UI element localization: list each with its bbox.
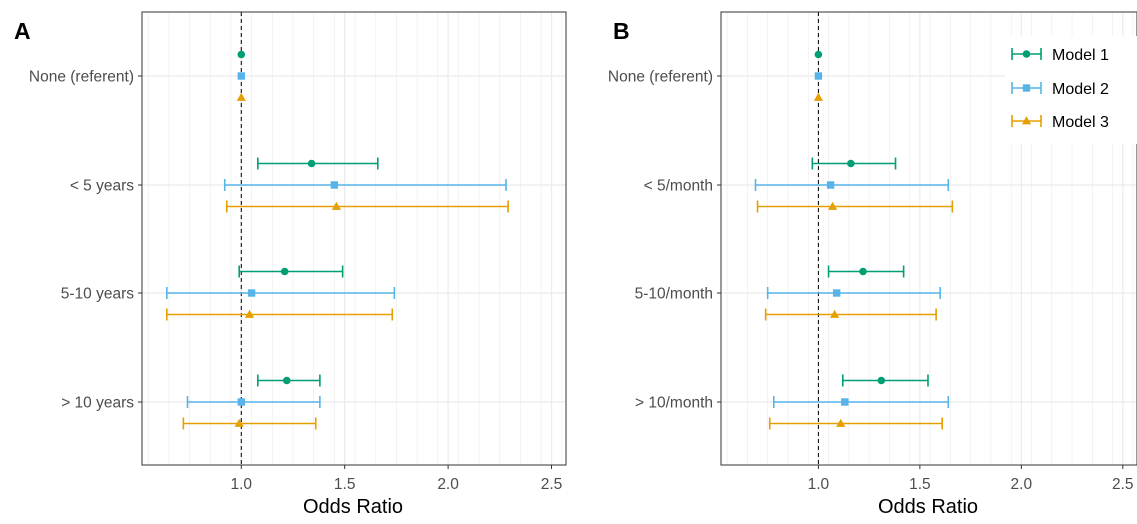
point-estimate xyxy=(814,50,823,59)
plot-area xyxy=(142,12,566,465)
point-estimate xyxy=(237,398,245,406)
point-estimate xyxy=(236,92,246,101)
panel-b: None (referent) < 5/month 5-10/month > 10/m… xyxy=(608,11,1137,518)
series-model-1 xyxy=(811,50,929,387)
point-estimate xyxy=(307,159,316,168)
y-tick-label: None (referent) xyxy=(29,69,134,86)
x-tick-label: 1.5 xyxy=(334,476,356,493)
legend-label: Model 1 xyxy=(1052,47,1109,64)
point-estimate xyxy=(237,50,246,59)
panel-a: None (referent) < 5 years 5-10 years > 10 y… xyxy=(14,11,567,518)
x-tick-label: 2.0 xyxy=(437,476,459,493)
x-tick-label: 2.5 xyxy=(541,476,563,493)
point-estimate xyxy=(828,201,838,210)
x-tick-label: 2.5 xyxy=(1112,476,1134,493)
legend-key-marker xyxy=(1021,116,1032,125)
panel-label: B xyxy=(613,18,630,44)
legend-label: Model 3 xyxy=(1052,114,1109,131)
point-estimate xyxy=(826,181,835,189)
series-model-3 xyxy=(166,92,509,430)
point-estimate xyxy=(280,267,289,276)
x-tick-label: 1.5 xyxy=(909,476,931,493)
series-model-2 xyxy=(166,72,507,408)
point-estimate xyxy=(814,72,823,80)
panel-border xyxy=(720,11,1137,466)
y-tick-label: 5-10/month xyxy=(635,286,713,303)
point-estimate xyxy=(247,289,256,297)
x-tick-label: 2.0 xyxy=(1011,476,1033,493)
legend-item-model-2: Model 2 xyxy=(1011,81,1109,98)
point-estimate xyxy=(237,72,245,80)
panel-label: A xyxy=(14,18,31,44)
x-tick-label: 1.0 xyxy=(230,476,252,493)
point-estimate xyxy=(841,398,849,406)
y-tick-label: 5-10 years xyxy=(61,286,134,303)
point-estimate xyxy=(830,309,840,318)
legend-label: Model 2 xyxy=(1052,81,1109,98)
point-estimate xyxy=(859,267,867,276)
point-estimate xyxy=(832,289,841,297)
series-model-2 xyxy=(754,72,950,408)
point-estimate xyxy=(234,418,244,427)
point-estimate xyxy=(847,159,855,168)
point-estimate xyxy=(877,376,886,385)
y-tick-label: < 5 years xyxy=(70,178,134,195)
legend-item-model-1: Model 1 xyxy=(1011,47,1109,64)
point-estimate xyxy=(244,309,255,318)
series-model-3 xyxy=(756,92,954,430)
point-estimate xyxy=(330,181,339,189)
x-axis-title: Odds Ratio xyxy=(303,496,403,518)
point-estimate xyxy=(331,201,342,210)
y-tick-label: > 10 years xyxy=(61,395,134,412)
y-tick-label: > 10/month xyxy=(635,395,713,412)
y-tick-label: < 5/month xyxy=(644,178,713,195)
legend: Model 1 Model 2 Model 3 xyxy=(1005,36,1137,144)
y-tick-label: None (referent) xyxy=(608,69,713,86)
legend-key-marker xyxy=(1022,50,1031,58)
point-estimate xyxy=(813,92,824,101)
legend-item-model-3: Model 3 xyxy=(1011,114,1109,131)
x-axis-title: Odds Ratio xyxy=(878,496,978,518)
point-estimate xyxy=(836,418,846,427)
panel-border xyxy=(141,11,567,466)
x-tick-label: 1.0 xyxy=(808,476,830,493)
series-model-1 xyxy=(237,50,379,387)
legend-key-marker xyxy=(1022,84,1031,92)
point-estimate xyxy=(282,376,291,385)
